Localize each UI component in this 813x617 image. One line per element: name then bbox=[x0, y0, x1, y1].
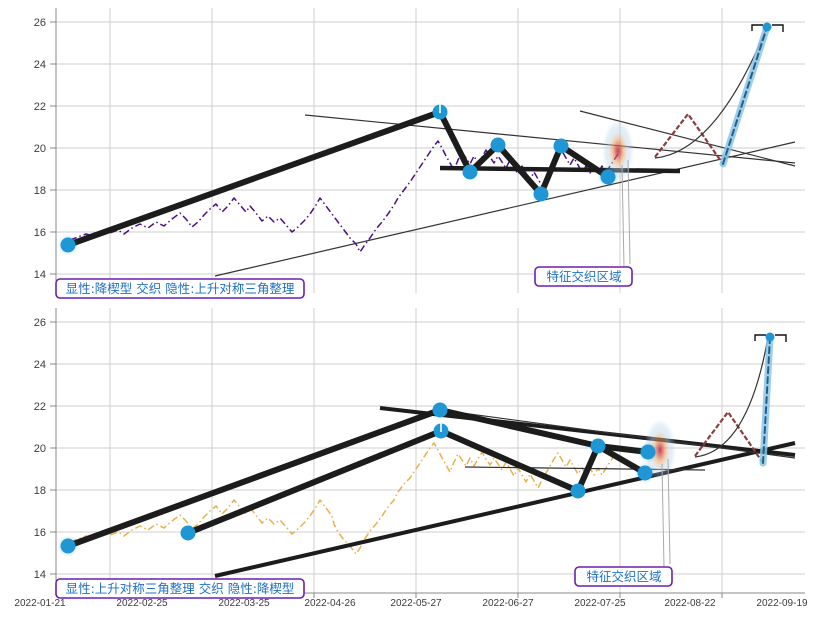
x-axis-tick-labels: 2022-01-21 2022-02-25 2022-03-25 2022-04… bbox=[14, 598, 808, 609]
y-gridlines-top bbox=[56, 21, 805, 275]
zone-leader-line-top bbox=[621, 159, 631, 268]
y-tick-16: 16 bbox=[34, 527, 46, 539]
panel-top-plot: 26 24 22 20 18 16 14 bbox=[34, 8, 805, 299]
marker-point bbox=[600, 169, 616, 185]
y-tick-14: 14 bbox=[34, 269, 46, 281]
y-tick-20: 20 bbox=[34, 143, 46, 155]
y-tick-20: 20 bbox=[34, 443, 46, 455]
panel-bottom-plot: 26 24 22 20 18 16 14 bbox=[34, 308, 805, 599]
annotation-pattern-bottom[interactable]: 显性:上升对称三角整理 交织 隐性:降楔型 bbox=[55, 578, 305, 599]
panel-bottom: 26 24 22 20 18 16 14 bbox=[0, 300, 813, 617]
x-gridlines-top bbox=[109, 8, 723, 293]
annotation-box bbox=[534, 266, 633, 287]
upper-trendline-bottom bbox=[379, 406, 796, 457]
forecast-dash-top bbox=[722, 26, 768, 165]
x-tick-2: 2022-03-25 bbox=[218, 598, 270, 609]
lower-trendline-bottom bbox=[214, 441, 796, 578]
annotation-zone-label: 特征交织区域 bbox=[586, 569, 661, 584]
zone-leader-line-bottom bbox=[661, 458, 671, 568]
markers-top bbox=[57, 104, 619, 256]
panel-top: 26 24 22 20 18 16 14 bbox=[0, 0, 813, 300]
y-tick-18: 18 bbox=[34, 185, 46, 197]
x-tick-0: 2022-01-21 bbox=[14, 598, 66, 609]
marker-point bbox=[432, 402, 448, 418]
zigzag-red-bottom bbox=[694, 410, 764, 464]
y-tick-18: 18 bbox=[34, 485, 46, 497]
annotation-zone-label: 特征交织区域 bbox=[546, 269, 621, 284]
y-tick-22: 22 bbox=[34, 101, 46, 113]
marker-point bbox=[60, 237, 76, 253]
price-series-purple bbox=[69, 140, 619, 253]
marker-point bbox=[590, 438, 606, 454]
y-tick-24: 24 bbox=[34, 359, 46, 371]
forecast-endpoint-caps-top bbox=[751, 24, 784, 32]
y-tick-26: 26 bbox=[34, 17, 46, 29]
forecast-endpoint-marker-bottom bbox=[765, 332, 775, 342]
markers-bottom bbox=[57, 402, 659, 557]
forecast-curve-bottom bbox=[694, 336, 769, 458]
annotation-pattern-label: 显性:上升对称三角整理 交织 隐性:降楔型 bbox=[66, 581, 295, 596]
y-axis-ticks-bottom bbox=[50, 321, 56, 575]
annotation-box bbox=[55, 278, 305, 299]
marker-point bbox=[570, 483, 586, 499]
x-tick-5: 2022-06-27 bbox=[482, 598, 534, 609]
marker-point bbox=[490, 137, 506, 153]
y-tick-24: 24 bbox=[34, 59, 46, 71]
y-tick-26: 26 bbox=[34, 317, 46, 329]
x-tick-8: 2022-09-19 bbox=[756, 598, 808, 609]
x-tick-1: 2022-02-25 bbox=[116, 598, 168, 609]
annotation-zone-top[interactable]: 特征交织区域 bbox=[534, 266, 633, 287]
x-tick-3: 2022-04-26 bbox=[304, 598, 356, 609]
support-horizontal-top bbox=[439, 165, 681, 174]
x-tick-6: 2022-07-25 bbox=[574, 598, 626, 609]
y-tick-22: 22 bbox=[34, 401, 46, 413]
annotation-pattern-top[interactable]: 显性:降楔型 交织 隐性:上升对称三角整理 bbox=[55, 278, 305, 299]
x-tick-4: 2022-05-27 bbox=[390, 598, 442, 609]
y-tick-14: 14 bbox=[34, 569, 46, 581]
zigzag-red-top bbox=[654, 112, 724, 165]
y-tick-16: 16 bbox=[34, 227, 46, 239]
pattern-polyline-bottom-a bbox=[65, 407, 651, 549]
marker-point bbox=[533, 186, 549, 202]
annotation-box bbox=[55, 578, 305, 599]
y-axis-ticks-top bbox=[50, 21, 56, 275]
forecast-endpoint-caps-bottom bbox=[754, 334, 787, 342]
annotation-zone-bottom[interactable]: 特征交织区域 bbox=[574, 566, 673, 587]
x-tick-7: 2022-08-22 bbox=[664, 598, 716, 609]
plot-area-background-bottom bbox=[56, 308, 805, 593]
secondary-trendline-bottom bbox=[439, 409, 796, 459]
marker-point bbox=[640, 444, 656, 460]
annotation-box bbox=[574, 566, 673, 587]
forecast-endpoint-marker-top bbox=[762, 22, 772, 32]
x-gridlines-bottom bbox=[109, 308, 723, 593]
lower-trendline-top bbox=[214, 141, 796, 277]
marker-point bbox=[60, 538, 76, 554]
marker-point bbox=[637, 465, 653, 481]
annotation-pattern-label: 显性:降楔型 交织 隐性:上升对称三角整理 bbox=[66, 281, 295, 296]
marker-point bbox=[180, 525, 196, 541]
marker-point bbox=[462, 164, 478, 180]
forecast-dash-bottom bbox=[762, 336, 771, 464]
secondary-trendline-top bbox=[304, 114, 796, 164]
marker-point bbox=[553, 138, 569, 154]
